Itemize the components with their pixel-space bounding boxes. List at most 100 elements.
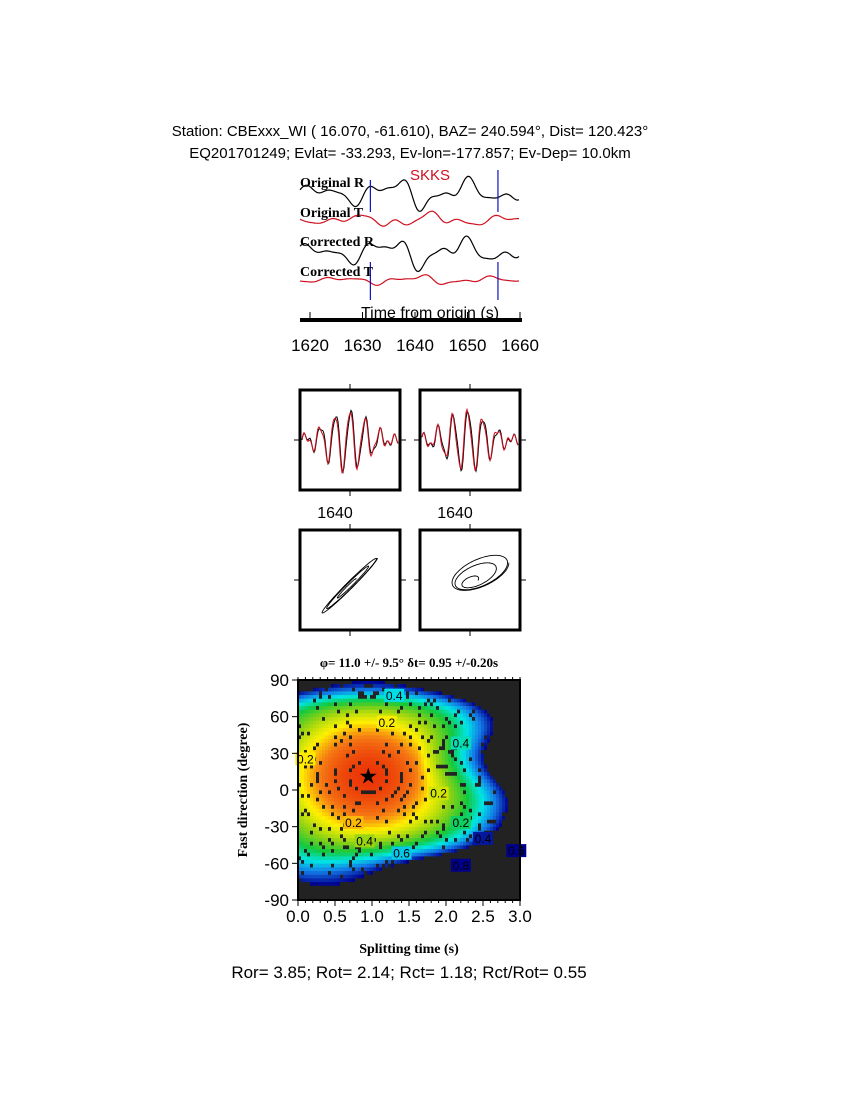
- grid-title: φ= 11.0 +/- 9.5° δt= 0.95 +/-0.20s: [320, 655, 498, 670]
- heatmap-cell: [430, 779, 434, 784]
- heatmap-cell: [373, 790, 377, 795]
- heatmap-cell: [409, 892, 413, 897]
- heatmap-cell: [316, 786, 320, 791]
- heatmap-cell: [391, 705, 395, 710]
- heatmap-cell: [448, 823, 452, 828]
- heatmap-cell: [346, 779, 350, 784]
- heatmap-cell: [457, 834, 461, 839]
- heatmap-cell: [355, 731, 359, 736]
- heatmap-cell: [397, 867, 401, 872]
- heatmap-cell: [508, 683, 512, 688]
- heatmap-cell: [346, 705, 350, 710]
- heatmap-cell: [385, 863, 389, 868]
- heatmap-cell: [496, 892, 500, 897]
- heatmap-cell: [331, 753, 335, 758]
- heatmap-cell: [319, 764, 323, 769]
- heatmap-cell: [511, 768, 515, 773]
- heatmap-cell: [427, 768, 431, 773]
- heatmap-cell: [310, 691, 314, 696]
- heatmap-cell: [490, 735, 494, 740]
- heatmap-cell: [493, 892, 497, 897]
- heatmap-cell: [346, 797, 350, 802]
- heatmap-cell: [484, 738, 488, 743]
- heatmap-cell: [319, 874, 323, 879]
- heatmap-cell: [361, 698, 365, 703]
- y-tick-label: -60: [264, 854, 289, 873]
- heatmap-cell: [340, 859, 344, 864]
- heatmap-cell: [505, 823, 509, 828]
- heatmap-cell: [424, 819, 428, 824]
- contour-label: 0.2: [430, 787, 447, 801]
- heatmap-cell: [511, 753, 515, 758]
- heatmap-cell: [349, 863, 353, 868]
- heatmap-cell: [490, 764, 494, 769]
- heatmap-cell: [388, 834, 392, 839]
- heatmap-cell: [382, 815, 386, 820]
- heatmap-cell: [304, 724, 308, 729]
- heatmap-cell: [325, 779, 329, 784]
- heatmap-cell: [412, 705, 416, 710]
- heatmap-cell: [310, 837, 314, 842]
- heatmap-cell: [514, 779, 518, 784]
- heatmap-cell: [517, 874, 521, 879]
- heatmap-cell: [340, 764, 344, 769]
- heatmap-cell: [475, 889, 479, 894]
- heatmap-cell: [382, 779, 386, 784]
- heatmap-cell: [421, 727, 425, 732]
- heatmap-cell: [442, 830, 446, 835]
- heatmap-cell: [397, 757, 401, 762]
- heatmap-cell: [502, 848, 506, 853]
- heatmap-cell: [511, 775, 515, 780]
- heatmap-cell: [496, 764, 500, 769]
- heatmap-cell: [508, 881, 512, 886]
- heatmap-cell: [403, 716, 407, 721]
- heatmap-cell: [499, 804, 503, 809]
- heatmap-cell: [493, 753, 497, 758]
- heatmap-cell: [469, 804, 473, 809]
- heatmap-cell: [394, 823, 398, 828]
- heatmap-cell: [487, 680, 491, 685]
- heatmap-cell: [313, 881, 317, 886]
- heatmap-cell: [382, 808, 386, 813]
- heatmap-cell: [394, 834, 398, 839]
- heatmap-cell: [385, 727, 389, 732]
- heatmap-cell: [493, 874, 497, 879]
- heatmap-cell: [424, 746, 428, 751]
- heatmap-cell: [298, 826, 302, 831]
- heatmap-cell: [418, 749, 422, 754]
- heatmap-cell: [475, 753, 479, 758]
- heatmap-cell: [475, 812, 479, 817]
- heatmap-cell: [313, 790, 317, 795]
- heatmap-cell: [370, 727, 374, 732]
- heatmap-cell: [382, 698, 386, 703]
- heatmap-cell: [385, 683, 389, 688]
- heatmap-cell: [298, 797, 302, 802]
- heatmap-cell: [331, 856, 335, 861]
- heatmap-cell: [382, 749, 386, 754]
- heatmap-cell: [346, 757, 350, 762]
- heatmap-cell: [379, 892, 383, 897]
- time-tick-label: 1660: [501, 336, 539, 355]
- heatmap-cell: [502, 764, 506, 769]
- heatmap-cell: [394, 727, 398, 732]
- heatmap-cell: [430, 771, 434, 776]
- heatmap-cell: [298, 881, 302, 886]
- heatmap-cell: [367, 746, 371, 751]
- heatmap-cell: [514, 738, 518, 743]
- heatmap-cell: [448, 889, 452, 894]
- heatmap-cell: [382, 892, 386, 897]
- heatmap-cell: [481, 826, 485, 831]
- heatmap-cell: [490, 771, 494, 776]
- heatmap-cell: [508, 757, 512, 762]
- heatmap-cell: [307, 680, 311, 685]
- heatmap-cell: [301, 793, 305, 798]
- heatmap-cell: [424, 705, 428, 710]
- heatmap-cell: [385, 896, 389, 901]
- heatmap-cell: [322, 819, 326, 824]
- heatmap-cell: [406, 892, 410, 897]
- heatmap-cell: [313, 859, 317, 864]
- heatmap-cell: [394, 790, 398, 795]
- heatmap-cell: [481, 797, 485, 802]
- heatmap-cell: [340, 874, 344, 879]
- heatmap-cell: [445, 760, 449, 765]
